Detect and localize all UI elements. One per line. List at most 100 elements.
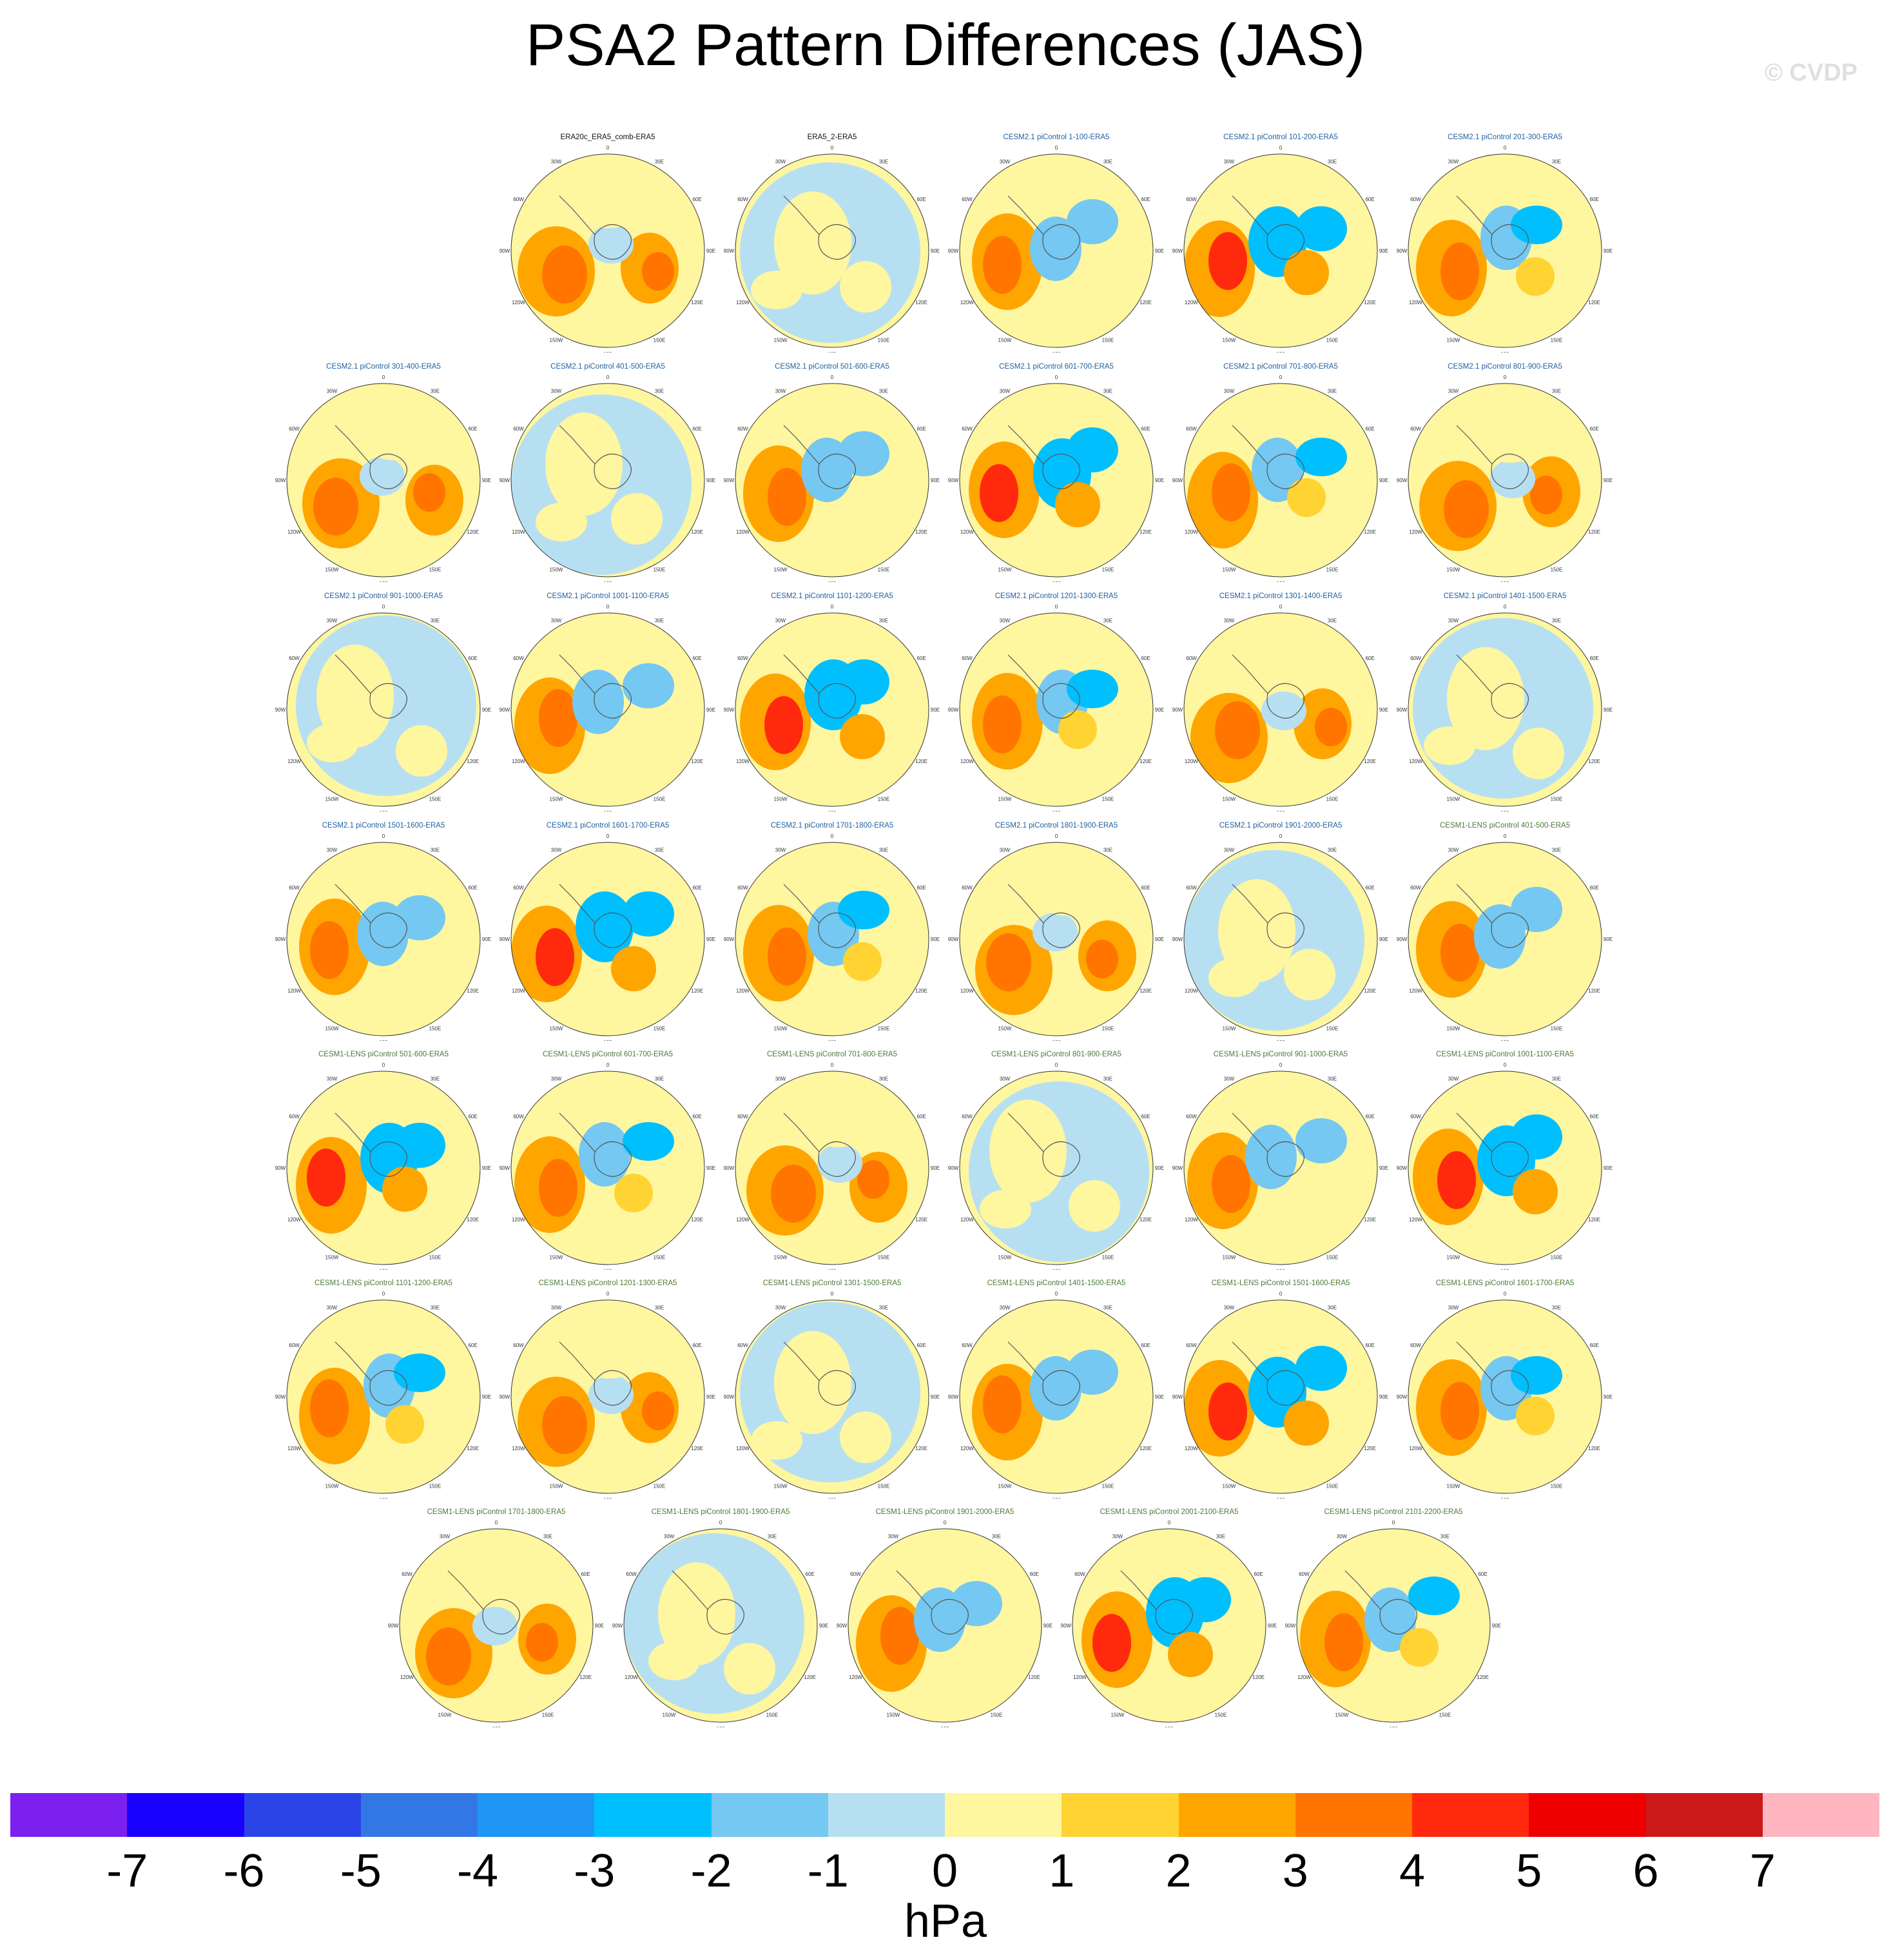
- anomaly-contour: [1295, 438, 1347, 476]
- longitude-label: 120E: [579, 1674, 592, 1680]
- longitude-label: 90E: [1379, 936, 1388, 942]
- panel-title: CESM1-LENS piControl 501-600-ERA5: [318, 1051, 449, 1058]
- anomaly-contour: [1218, 879, 1295, 982]
- polar-stereographic-map: 0 30E 60E 90E 120E 150E 180 150W 120W 90W 60W 30W: [948, 145, 1164, 353]
- longitude-label: 120E: [1588, 988, 1600, 994]
- longitude-label: 30W: [1224, 159, 1235, 164]
- anomaly-contour: [1440, 924, 1479, 982]
- longitude-label: 150W: [774, 1255, 788, 1261]
- longitude-label: 30W: [551, 1305, 562, 1310]
- anomaly-contour: [764, 696, 803, 754]
- longitude-label: 120W: [849, 1674, 862, 1680]
- longitude-label: 120E: [915, 529, 927, 535]
- longitude-label: 150W: [774, 338, 788, 344]
- longitude-label: 30W: [551, 388, 562, 394]
- longitude-label: 150E: [1102, 1255, 1114, 1261]
- map-panel: CESM2.1 piControl 1801-1900-ERA5 0 30E 60E 9…: [947, 822, 1166, 1041]
- panel-title: CESM2.1 piControl 301-400-ERA5: [326, 363, 441, 371]
- longitude-label: 30W: [775, 159, 786, 164]
- colorbar-cell: [1529, 1793, 1646, 1837]
- longitude-label: 30E: [1103, 159, 1112, 164]
- longitude-label: 60W: [1410, 885, 1421, 891]
- panel-title: CESM2.1 piControl 1501-1600-ERA5: [322, 822, 445, 830]
- longitude-label: 60E: [1141, 426, 1150, 432]
- polar-stereographic-map: 0 30E 60E 90E 120E 150E 180 150W 120W 90W 60W 30W: [499, 145, 715, 353]
- anomaly-contour: [1295, 1118, 1347, 1163]
- longitude-label: 120W: [287, 1217, 301, 1223]
- anomaly-contour: [1447, 647, 1524, 750]
- longitude-label: 150E: [1551, 1255, 1563, 1261]
- longitude-label: 60W: [1410, 197, 1421, 202]
- longitude-label: 150W: [550, 1026, 563, 1032]
- longitude-label: 90E: [1379, 707, 1388, 713]
- longitude-label: 90W: [1172, 478, 1183, 483]
- longitude-label: 30E: [879, 159, 888, 164]
- longitude-label: 120E: [915, 1446, 927, 1451]
- map-panel: CESM1-LENS piControl 601-700-ERA5 0 30E 60E…: [498, 1051, 717, 1270]
- longitude-label: 150E: [429, 567, 441, 573]
- longitude-label: 90E: [482, 1394, 491, 1400]
- longitude-label: 30W: [1000, 1305, 1011, 1310]
- longitude-label: 120W: [1409, 1446, 1422, 1451]
- longitude-label: 120W: [960, 529, 974, 535]
- map-border: [735, 1071, 929, 1265]
- longitude-label: 30W: [440, 1533, 451, 1539]
- longitude-label: 120E: [1252, 1674, 1265, 1680]
- polar-stereographic-map: 0 30E 60E 90E 120E 150E 180 150W 120W 90W 60W 30W: [1172, 833, 1388, 1041]
- longitude-label: 30W: [1448, 1076, 1459, 1082]
- longitude-label: 30E: [543, 1533, 552, 1539]
- map-border: [1408, 1299, 1602, 1494]
- longitude-label: 60W: [513, 1343, 524, 1348]
- anomaly-contour: [368, 428, 420, 460]
- longitude-label: 0: [606, 145, 610, 151]
- anomaly-contour: [1030, 217, 1081, 281]
- map-panel: CESM1-LENS piControl 1101-1200-ERA5 0 30E 6…: [274, 1279, 493, 1499]
- longitude-label: 120W: [736, 529, 750, 535]
- anomaly-contour: [771, 1165, 816, 1223]
- anomaly-contour: [658, 1562, 735, 1665]
- anomaly-contour: [1485, 431, 1537, 463]
- coastline: [783, 425, 856, 489]
- map-border: [510, 1299, 705, 1494]
- longitude-label: 90W: [1397, 478, 1408, 483]
- anomaly-contour: [1284, 949, 1335, 1000]
- longitude-label: 120W: [512, 529, 525, 535]
- longitude-label: 30E: [431, 847, 440, 853]
- map-border: [286, 842, 481, 1036]
- longitude-label: 150E: [429, 797, 441, 802]
- longitude-label: 150W: [1447, 567, 1460, 573]
- longitude-label: 180: [379, 810, 388, 811]
- anomaly-contour: [1067, 199, 1118, 244]
- colorbar-cell: [10, 1793, 128, 1837]
- longitude-label: 60E: [916, 1343, 926, 1348]
- longitude-label: 60W: [1074, 1571, 1085, 1577]
- anomaly-contour: [1513, 1169, 1558, 1214]
- longitude-label: 60E: [692, 1343, 701, 1348]
- colorbar-cell: [1645, 1793, 1763, 1837]
- colorbar-tick-label: 6: [1633, 1845, 1659, 1897]
- longitude-label: 30E: [1552, 159, 1561, 164]
- longitude-label: 120W: [512, 988, 525, 994]
- longitude-label: 0: [944, 1520, 947, 1526]
- longitude-label: 90E: [1155, 1394, 1164, 1400]
- longitude-label: 0: [1279, 145, 1283, 151]
- map-border: [1183, 383, 1378, 577]
- map-panel: CESM1-LENS piControl 501-600-ERA5 0 30E 60E…: [274, 1051, 493, 1270]
- longitude-label: 30E: [879, 1076, 888, 1082]
- longitude-label: 150E: [1326, 1026, 1339, 1032]
- longitude-label: 90E: [1604, 1394, 1613, 1400]
- longitude-label: 30E: [1552, 1305, 1561, 1310]
- longitude-label: 30E: [1103, 847, 1112, 853]
- anomaly-contour: [576, 891, 634, 962]
- coastline: [783, 195, 856, 260]
- longitude-label: 30E: [1552, 617, 1561, 623]
- anomaly-contour: [307, 1149, 345, 1207]
- colorbar-tick-label: -4: [456, 1845, 499, 1897]
- longitude-label: 30W: [327, 617, 338, 623]
- longitude-label: 60E: [1589, 197, 1598, 202]
- longitude-label: 180: [1500, 1040, 1509, 1041]
- map-panel: CESM2.1 piControl 1001-1100-ERA5 0 30E 60E 9…: [498, 592, 717, 811]
- map-border: [286, 383, 481, 577]
- longitude-label: 90E: [1155, 1165, 1164, 1171]
- longitude-label: 150E: [1326, 338, 1339, 344]
